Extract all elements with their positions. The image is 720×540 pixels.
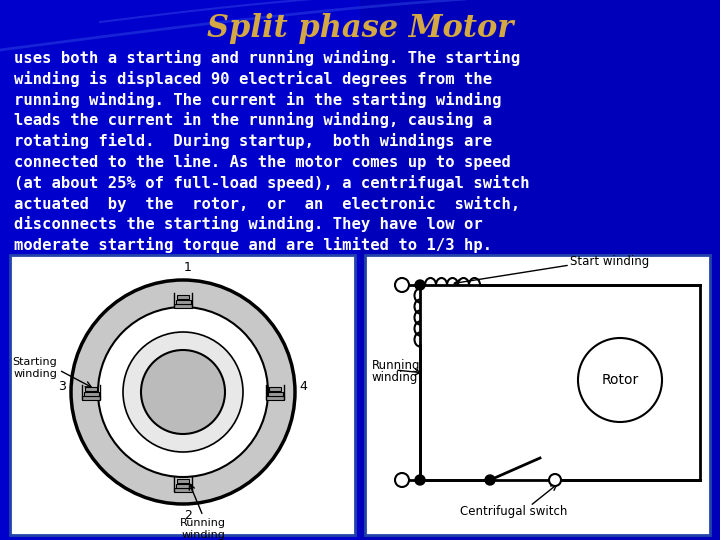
Bar [84, 392, 99, 395]
Text: 1: 1 [184, 261, 192, 274]
Text: connected to the line. As the motor comes up to speed: connected to the line. As the motor come… [14, 154, 511, 170]
Circle shape [141, 350, 225, 434]
Text: Start winding: Start winding [570, 255, 649, 268]
Text: Running: Running [180, 518, 226, 528]
Text: 2: 2 [184, 509, 192, 522]
Text: winding: winding [13, 369, 57, 379]
Text: actuated  by  the  rotor,  or  an  electronic  switch,: actuated by the rotor, or an electronic … [14, 195, 521, 212]
Polygon shape [365, 255, 710, 535]
Text: disconnects the starting winding. They have low or: disconnects the starting winding. They h… [14, 217, 482, 232]
Text: (at about 25% of full-load speed), a centrifugal switch: (at about 25% of full-load speed), a cen… [14, 175, 530, 191]
Circle shape [549, 474, 561, 486]
Text: uses both a starting and running winding. The starting: uses both a starting and running winding… [14, 50, 521, 66]
Bar [85, 387, 97, 391]
Circle shape [415, 475, 425, 485]
Circle shape [395, 473, 409, 487]
Text: 3: 3 [58, 381, 66, 394]
Circle shape [123, 332, 243, 452]
Bar [176, 300, 191, 303]
Circle shape [98, 307, 268, 477]
Polygon shape [0, 0, 360, 540]
Text: leads the current in the running winding, causing a: leads the current in the running winding… [14, 112, 492, 129]
Text: Running: Running [372, 359, 420, 372]
Bar [176, 483, 191, 488]
Bar [177, 295, 189, 299]
Text: winding is displaced 90 electrical degrees from the: winding is displaced 90 electrical degre… [14, 71, 492, 87]
Bar [269, 387, 281, 391]
Bar [268, 392, 282, 395]
Text: running winding. The current in the starting winding: running winding. The current in the star… [14, 92, 502, 107]
Circle shape [395, 278, 409, 292]
Text: Rotor: Rotor [601, 373, 639, 387]
Polygon shape [10, 255, 355, 535]
Circle shape [485, 475, 495, 485]
Bar [177, 479, 189, 483]
Bar [174, 488, 192, 492]
Circle shape [415, 280, 425, 290]
Bar [82, 396, 100, 400]
Text: moderate starting torque and are limited to 1/3 hp.: moderate starting torque and are limited… [14, 237, 492, 253]
Bar [266, 396, 284, 400]
Text: winding: winding [181, 530, 225, 540]
Text: Centrifugal switch: Centrifugal switch [460, 505, 567, 518]
Circle shape [71, 280, 295, 504]
Text: Starting: Starting [12, 357, 57, 367]
Circle shape [578, 338, 662, 422]
Text: winding: winding [372, 370, 418, 383]
Text: Split phase Motor: Split phase Motor [207, 12, 513, 44]
Text: rotating field.  During startup,  both windings are: rotating field. During startup, both win… [14, 133, 492, 149]
Text: 4: 4 [299, 381, 307, 394]
Bar [174, 304, 192, 308]
